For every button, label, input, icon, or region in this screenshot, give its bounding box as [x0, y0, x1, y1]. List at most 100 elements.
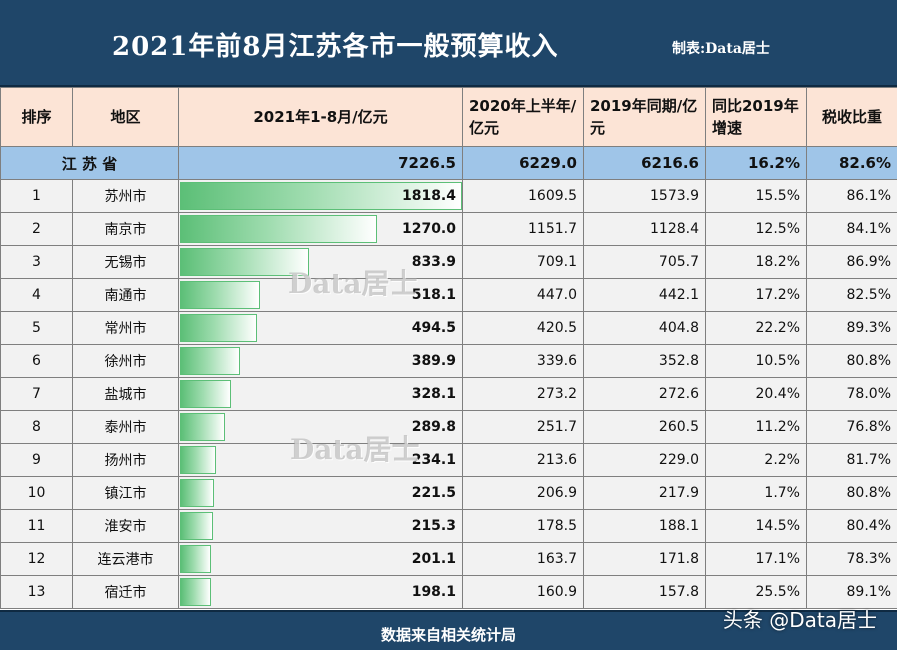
rank-cell: 6 — [0, 344, 73, 378]
table-row: 2 南京市 1270.0 1151.7 1128.4 12.5% 84.1% — [0, 212, 897, 246]
total-row: 江 苏 省 7226.5 6229.0 6216.6 16.2% 82.6% — [0, 146, 897, 180]
value-2019-cell: 442.1 — [583, 278, 706, 312]
value-2020-cell: 160.9 — [462, 575, 584, 609]
tax-ratio-cell: 86.9% — [806, 245, 897, 279]
table-row: 4 南通市 518.1 447.0 442.1 17.2% 82.5% — [0, 278, 897, 312]
total-2020: 6229.0 — [462, 146, 584, 180]
rank-cell: 5 — [0, 311, 73, 345]
table-row: 8 泰州市 289.8 251.7 260.5 11.2% 76.8% — [0, 410, 897, 444]
value-2021: 494.5 — [411, 320, 456, 336]
city-cell: 盐城市 — [72, 377, 179, 411]
page-title: 2021年前8月江苏各市一般预算收入 — [112, 32, 559, 62]
tax-ratio-cell: 78.0% — [806, 377, 897, 411]
value-2021-cell: 1270.0 — [178, 212, 463, 246]
growth-cell: 14.5% — [705, 509, 807, 543]
growth-cell: 22.2% — [705, 311, 807, 345]
growth-cell: 15.5% — [705, 179, 807, 213]
data-bar — [180, 248, 309, 276]
value-2020-cell: 251.7 — [462, 410, 584, 444]
value-2021: 389.9 — [411, 353, 456, 369]
rank-cell: 8 — [0, 410, 73, 444]
rank-cell: 11 — [0, 509, 73, 543]
data-bar — [180, 380, 231, 408]
tax-ratio-cell: 78.3% — [806, 542, 897, 576]
value-2019-cell: 229.0 — [583, 443, 706, 477]
data-bar — [180, 446, 216, 474]
corner-watermark: 头条 @Data居士 — [722, 608, 877, 632]
table-row: 3 无锡市 833.9 709.1 705.7 18.2% 86.9% — [0, 245, 897, 279]
table-row: 10 镇江市 221.5 206.9 217.9 1.7% 80.8% — [0, 476, 897, 510]
value-2021-cell: 201.1 — [178, 542, 463, 576]
value-2019-cell: 272.6 — [583, 377, 706, 411]
value-2019-cell: 1573.9 — [583, 179, 706, 213]
city-cell: 连云港市 — [72, 542, 179, 576]
growth-cell: 17.2% — [705, 278, 807, 312]
total-tax: 82.6% — [806, 146, 897, 180]
growth-cell: 25.5% — [705, 575, 807, 609]
city-cell: 淮安市 — [72, 509, 179, 543]
data-bar — [180, 347, 240, 375]
col-rank: 排序 — [0, 87, 73, 147]
growth-cell: 11.2% — [705, 410, 807, 444]
value-2020-cell: 206.9 — [462, 476, 584, 510]
city-cell: 南通市 — [72, 278, 179, 312]
footer-banner: 数据来自相关统计局 — [0, 610, 897, 650]
growth-cell: 10.5% — [705, 344, 807, 378]
tax-ratio-cell: 80.4% — [806, 509, 897, 543]
rank-cell: 4 — [0, 278, 73, 312]
value-2021: 234.1 — [411, 452, 456, 468]
growth-cell: 12.5% — [705, 212, 807, 246]
value-2021: 328.1 — [411, 386, 456, 402]
data-bar — [180, 545, 211, 573]
growth-cell: 18.2% — [705, 245, 807, 279]
value-2019-cell: 171.8 — [583, 542, 706, 576]
value-2020-cell: 178.5 — [462, 509, 584, 543]
value-2021-cell: 221.5 — [178, 476, 463, 510]
value-2019-cell: 404.8 — [583, 311, 706, 345]
value-2021-cell: 198.1 — [178, 575, 463, 609]
city-cell: 常州市 — [72, 311, 179, 345]
table-row: 9 扬州市 234.1 213.6 229.0 2.2% 81.7% — [0, 443, 897, 477]
value-2019-cell: 705.7 — [583, 245, 706, 279]
source-note: 数据来自相关统计局 — [380, 626, 516, 644]
value-2021: 221.5 — [411, 485, 456, 501]
value-2020-cell: 1151.7 — [462, 212, 584, 246]
value-2021-cell: 289.8 — [178, 410, 463, 444]
value-2021-cell: 234.1 — [178, 443, 463, 477]
city-cell: 苏州市 — [72, 179, 179, 213]
rank-cell: 10 — [0, 476, 73, 510]
value-2021-cell: 215.3 — [178, 509, 463, 543]
value-2021: 198.1 — [411, 584, 456, 600]
total-region: 江 苏 省 — [0, 146, 179, 180]
col-2021: 2021年1-8月/亿元 — [178, 87, 463, 147]
city-cell: 镇江市 — [72, 476, 179, 510]
growth-cell: 2.2% — [705, 443, 807, 477]
data-bar — [180, 479, 214, 507]
city-cell: 徐州市 — [72, 344, 179, 378]
city-cell: 扬州市 — [72, 443, 179, 477]
rank-cell: 12 — [0, 542, 73, 576]
city-cell: 无锡市 — [72, 245, 179, 279]
city-cell: 泰州市 — [72, 410, 179, 444]
tax-ratio-cell: 80.8% — [806, 344, 897, 378]
value-2021-cell: 1818.4 — [178, 179, 463, 213]
value-2019-cell: 157.8 — [583, 575, 706, 609]
value-2021-cell: 328.1 — [178, 377, 463, 411]
col-2019: 2019年同期/亿元 — [583, 87, 706, 147]
value-2021-cell: 389.9 — [178, 344, 463, 378]
table-row: 7 盐城市 328.1 273.2 272.6 20.4% 78.0% — [0, 377, 897, 411]
column-header-row: 排序 地区 2021年1-8月/亿元 2020年上半年/亿元 2019年同期/亿… — [0, 87, 897, 147]
revenue-table: 排序 地区 2021年1-8月/亿元 2020年上半年/亿元 2019年同期/亿… — [0, 87, 897, 609]
value-2020-cell: 1609.5 — [462, 179, 584, 213]
city-cell: 南京市 — [72, 212, 179, 246]
data-bar — [180, 182, 462, 210]
rank-cell: 1 — [0, 179, 73, 213]
value-2021: 1270.0 — [401, 221, 456, 237]
credit-label: 制表:Data居士 — [672, 41, 770, 57]
total-2021: 7226.5 — [178, 146, 463, 180]
value-2021-cell: 518.1 — [178, 278, 463, 312]
value-2021: 201.1 — [411, 551, 456, 567]
value-2020-cell: 709.1 — [462, 245, 584, 279]
tax-ratio-cell: 89.3% — [806, 311, 897, 345]
data-bar — [180, 314, 257, 342]
